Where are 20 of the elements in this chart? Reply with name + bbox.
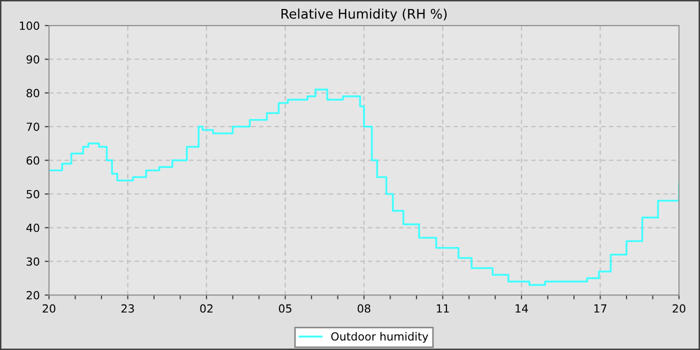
y-tick-label: 100 [20, 22, 40, 30]
x-tick-label: 14 [516, 304, 528, 313]
x-tick-label: 17 [594, 304, 606, 313]
y-tick-label: 20 [26, 291, 40, 300]
y-tick-label: 70 [26, 122, 40, 131]
x-tick-label: 20 [42, 304, 56, 313]
x-tick-label: 11 [436, 304, 449, 313]
chart-title: Relative Humidity (RH %) [282, 8, 447, 22]
x-tick-label: 05 [278, 304, 292, 313]
y-tick-label: 30 [26, 257, 40, 266]
x-tick-label: 20 [672, 304, 686, 313]
y-tick-label: 90 [26, 55, 40, 64]
x-tick-label: 23 [121, 304, 134, 313]
x-tick-label: 02 [200, 304, 212, 313]
legend-label: Outdoor humidity [331, 332, 428, 343]
x-tick-label: 08 [358, 304, 370, 313]
y-tick-label: 40 [26, 224, 40, 232]
y-tick-label: 50 [26, 190, 40, 198]
y-tick-label: 60 [26, 156, 40, 165]
y-tick-label: 80 [26, 88, 40, 98]
